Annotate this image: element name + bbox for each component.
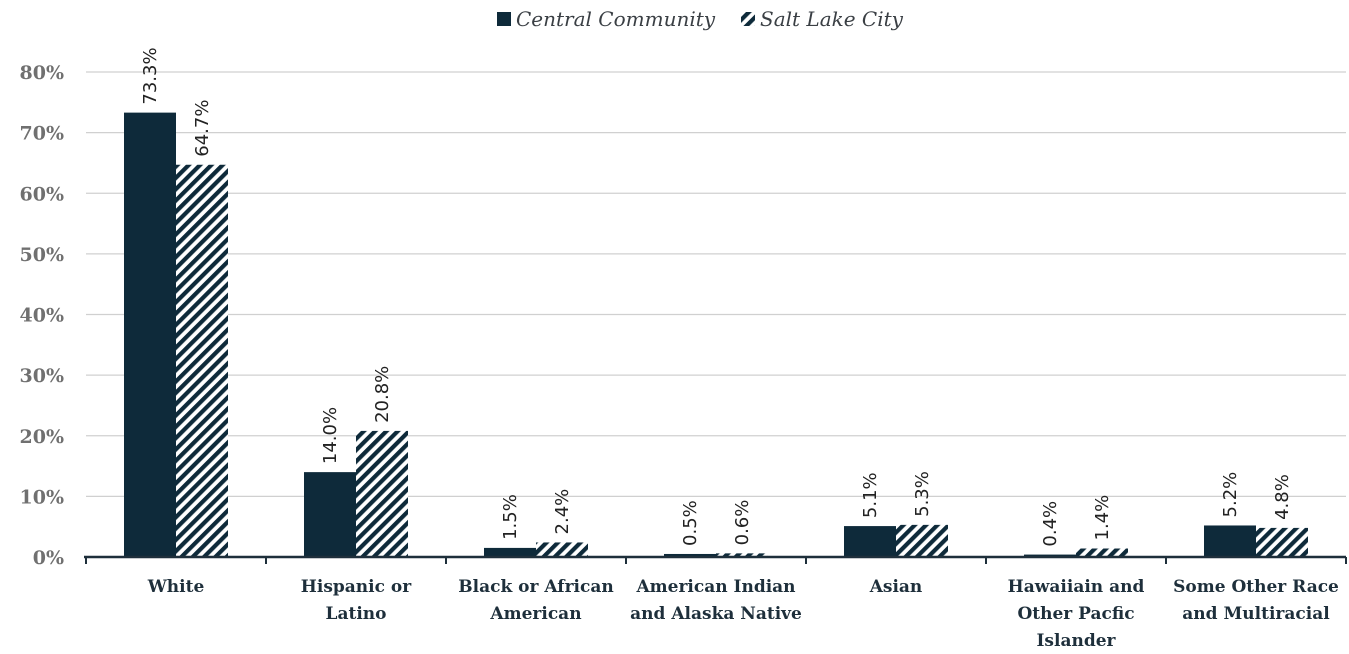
y-tick-label: 10% (20, 486, 65, 508)
x-category-label: Latino (326, 604, 387, 624)
bar-salt-lake-city (176, 164, 228, 557)
data-label: 4.8% (1272, 474, 1293, 520)
data-label: 14.0% (320, 407, 341, 464)
data-label: 20.8% (372, 366, 393, 423)
y-tick-label: 40% (20, 305, 65, 327)
x-category-label: and Multiracial (1182, 604, 1330, 624)
x-category-label: Islander (1036, 631, 1116, 651)
y-tick-label: 0% (33, 547, 64, 569)
bar-salt-lake-city (536, 542, 588, 557)
y-tick-label: 20% (20, 426, 65, 448)
data-label: 73.3% (140, 47, 161, 104)
bar-salt-lake-city (1076, 548, 1128, 557)
data-label: 5.3% (912, 471, 933, 517)
x-category-label: Black or African (458, 577, 613, 597)
data-label: 2.4% (552, 489, 573, 535)
y-axis-ticks: 0% 10% 20% 30% 40% 50% 60% 70% 80% (20, 62, 65, 569)
x-category-label: Hawaiiain and (1008, 577, 1145, 597)
legend: Central Community Salt Lake City (497, 7, 904, 31)
x-category-label: Asian (869, 577, 923, 597)
y-tick-label: 80% (20, 62, 65, 84)
bars (124, 112, 1308, 558)
y-tick-label: 60% (20, 183, 65, 205)
legend-label-central-community: Central Community (516, 7, 716, 31)
data-label: 0.6% (732, 500, 753, 546)
x-category-label: American (489, 604, 581, 624)
x-category-label: Other Pacfic (1017, 604, 1134, 624)
data-label: 5.2% (1220, 472, 1241, 518)
data-label: 5.1% (860, 472, 881, 518)
bar-salt-lake-city (716, 553, 768, 557)
data-label: 0.4% (1040, 501, 1061, 547)
x-category-label: and Alaska Native (630, 604, 802, 624)
bar-salt-lake-city (356, 430, 408, 557)
bar-central-community (1204, 525, 1256, 557)
data-label: 64.7% (192, 100, 213, 157)
y-tick-label: 50% (20, 244, 65, 266)
bar-central-community (484, 547, 536, 557)
x-category-label: Some Other Race (1173, 577, 1339, 597)
gridlines (86, 71, 1346, 498)
data-label: 1.5% (500, 494, 521, 540)
data-label: 1.4% (1092, 495, 1113, 541)
y-tick-label: 30% (20, 365, 65, 387)
bar-salt-lake-city (1256, 527, 1308, 557)
x-category-label: American Indian (635, 577, 795, 597)
bar-central-community (304, 472, 356, 557)
legend-swatch-salt-lake-city (741, 12, 755, 26)
x-category-label: Hispanic or (301, 577, 412, 597)
bar-central-community (664, 553, 716, 557)
y-tick-label: 70% (20, 123, 65, 145)
bar-central-community (844, 526, 896, 557)
data-labels: 73.3% 64.7% 14.0% 20.8% 1.5% 2.4% 0.5% 0.6% 5.1%… (140, 47, 1293, 546)
legend-label-salt-lake-city: Salt Lake City (760, 7, 904, 31)
data-label: 0.5% (680, 500, 701, 546)
bar-salt-lake-city (896, 524, 948, 557)
x-axis-categories: White Hispanic or Latino Black or African Am… (147, 577, 1339, 651)
x-category-label: White (147, 577, 205, 597)
legend-swatch-central-community (497, 12, 511, 26)
x-axis (84, 555, 1347, 564)
bar-central-community (124, 112, 176, 558)
